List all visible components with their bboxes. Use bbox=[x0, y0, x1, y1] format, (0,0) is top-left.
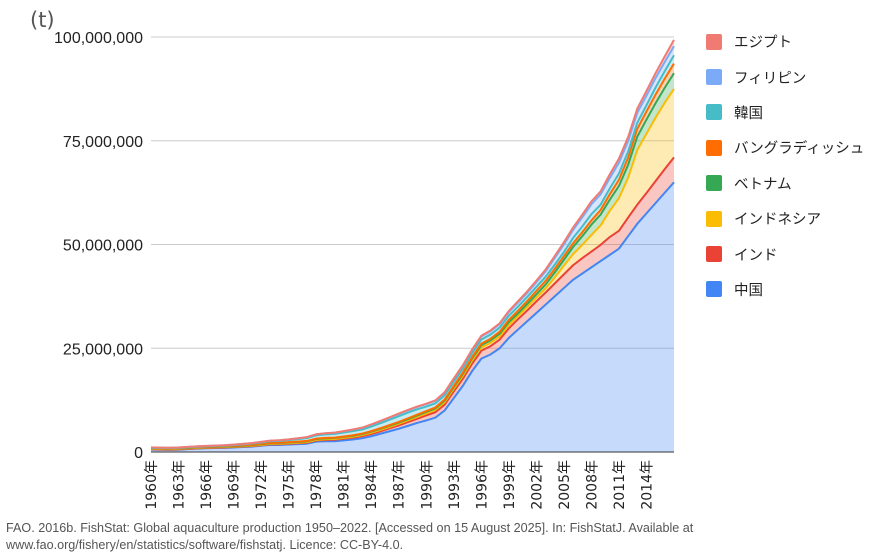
x-tick-label: 1963年 bbox=[172, 460, 188, 510]
series-areas bbox=[151, 39, 674, 452]
legend-item: エジプト bbox=[706, 24, 876, 59]
legend-swatch bbox=[706, 69, 722, 86]
y-axis-ticks: 0 25,000,000 50,000,000 75,000,000 100,000,0… bbox=[54, 30, 143, 462]
y-tick-label: 25,000,000 bbox=[63, 341, 143, 358]
legend-item: インドネシア bbox=[706, 201, 876, 236]
x-tick-label: 1960年 bbox=[144, 460, 160, 510]
y-tick-label: 0 bbox=[134, 445, 143, 462]
x-tick-label: 1993年 bbox=[447, 460, 463, 510]
legend-swatch bbox=[706, 246, 722, 263]
y-tick-label: 50,000,000 bbox=[63, 238, 143, 255]
legend-label: ベトナム bbox=[734, 176, 792, 193]
legend-label: 中国 bbox=[734, 282, 763, 299]
x-tick-label: 2002年 bbox=[529, 460, 545, 510]
x-tick-label: 1987年 bbox=[392, 460, 408, 510]
y-tick-label: 100,000,000 bbox=[54, 30, 143, 47]
x-tick-label: 2011年 bbox=[612, 460, 628, 510]
legend-swatch bbox=[706, 210, 722, 227]
series-lines bbox=[150, 39, 675, 451]
legend-label: インド bbox=[734, 247, 778, 264]
x-tick-label: 2008年 bbox=[584, 460, 600, 510]
x-axis-ticks: 1960年 1963年 1966年 1969年 1972年 1975年 1978年 1981年… bbox=[144, 460, 655, 510]
legend-item: バングラディッシュ bbox=[706, 130, 876, 165]
legend-swatch bbox=[706, 104, 722, 121]
legend-label: インドネシア bbox=[734, 212, 821, 229]
grid-lines bbox=[151, 36, 674, 349]
legend-item: 韓国 bbox=[706, 95, 876, 130]
y-axis-unit-label: (t) bbox=[30, 8, 55, 32]
x-tick-label: 1978年 bbox=[309, 460, 325, 510]
legend-swatch bbox=[706, 281, 722, 298]
x-tick-label: 1972年 bbox=[254, 460, 270, 510]
chart-legend: エジプトフィリピン韓国バングラディッシュ ベトナムインドネシア インド中国 bbox=[706, 24, 876, 307]
x-tick-label: 1966年 bbox=[199, 460, 215, 510]
x-tick-label: 1969年 bbox=[227, 460, 243, 510]
legend-item: フィリピン bbox=[706, 59, 876, 94]
x-tick-label: 1999年 bbox=[502, 460, 518, 510]
legend-swatch bbox=[706, 33, 722, 50]
y-tick-label: 75,000,000 bbox=[63, 134, 143, 151]
legend-label: バングラディッシュ bbox=[734, 141, 865, 158]
source-citation: FAO. 2016b. FishStat: Global aquaculture… bbox=[6, 521, 694, 552]
line-series-7 bbox=[150, 39, 675, 449]
x-tick-label: 2014年 bbox=[639, 460, 655, 510]
x-tick-label: 1990年 bbox=[419, 460, 435, 510]
stacked-area-chart: 0 25,000,000 50,000,000 75,000,000 100,000,0… bbox=[30, 8, 675, 510]
legend-item: 中国 bbox=[706, 272, 876, 307]
legend-label: エジプト bbox=[734, 35, 792, 52]
legend-label: 韓国 bbox=[734, 105, 763, 122]
x-tick-label: 1984年 bbox=[364, 460, 380, 510]
legend-swatch bbox=[706, 139, 722, 156]
x-tick-label: 1996年 bbox=[474, 460, 490, 510]
area-series-0 bbox=[151, 182, 674, 452]
legend-swatch bbox=[706, 175, 722, 192]
legend-item: ベトナム bbox=[706, 166, 876, 201]
x-tick-label: 1981年 bbox=[337, 460, 353, 510]
x-tick-label: 1975年 bbox=[282, 460, 298, 510]
x-tick-label: 2005年 bbox=[557, 460, 573, 510]
legend-label: フィリピン bbox=[734, 70, 807, 87]
legend-item: インド bbox=[706, 236, 876, 271]
